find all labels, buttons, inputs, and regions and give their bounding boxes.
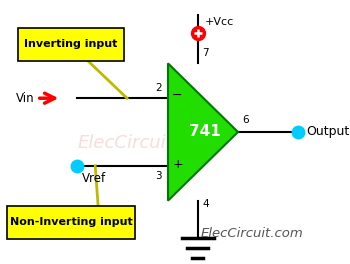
Text: 741: 741 <box>189 125 220 139</box>
Text: 2: 2 <box>155 83 162 93</box>
Text: 6: 6 <box>242 115 249 125</box>
Text: 7: 7 <box>202 48 209 58</box>
Text: +: + <box>172 158 183 171</box>
Text: 4: 4 <box>202 199 209 209</box>
Text: Vref: Vref <box>82 172 106 185</box>
Text: ElecCircuit.com: ElecCircuit.com <box>77 134 217 152</box>
Text: Non-Inverting input: Non-Inverting input <box>9 218 132 227</box>
Text: +Vcc: +Vcc <box>205 17 234 27</box>
Text: 3: 3 <box>155 171 162 181</box>
FancyBboxPatch shape <box>18 28 124 61</box>
Text: Vin: Vin <box>16 92 34 105</box>
Text: ElecCircuit.com: ElecCircuit.com <box>201 227 303 240</box>
Polygon shape <box>168 63 238 201</box>
Text: Inverting input: Inverting input <box>24 39 118 49</box>
Text: Output: Output <box>306 125 350 139</box>
FancyBboxPatch shape <box>7 206 135 239</box>
Text: −: − <box>172 89 183 102</box>
